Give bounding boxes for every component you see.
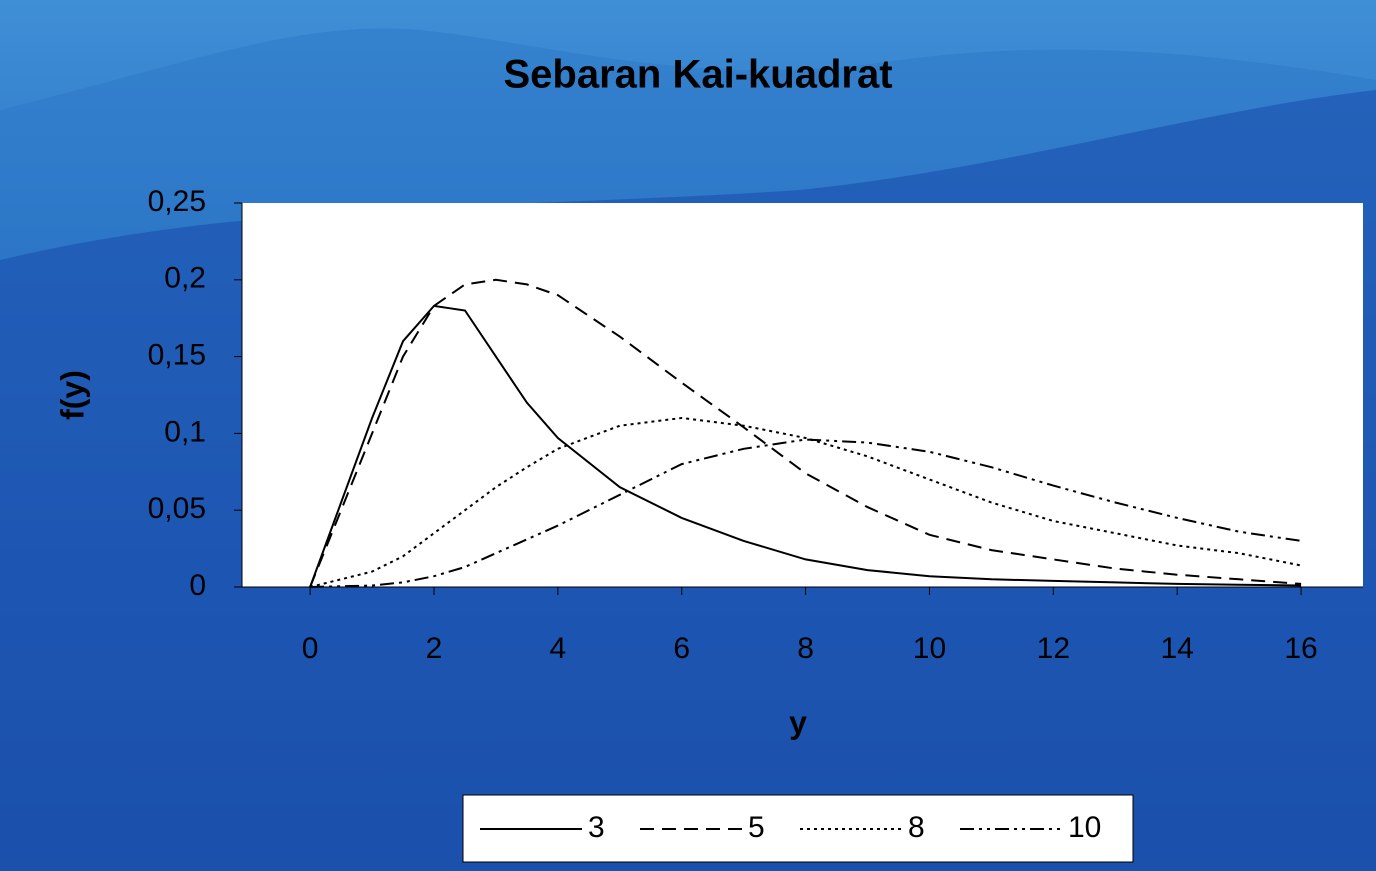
series-line xyxy=(310,438,1302,588)
y-tick-label: 0,25 xyxy=(148,185,206,218)
legend-label: 3 xyxy=(588,811,605,844)
y-axis-label: f(y) xyxy=(54,370,90,420)
x-tick-label: 2 xyxy=(426,632,443,665)
series-line xyxy=(309,278,1302,588)
legend-label: 10 xyxy=(1068,811,1101,844)
plot-area xyxy=(242,203,1363,587)
legend-label: 8 xyxy=(908,811,925,844)
x-tick-label: 6 xyxy=(673,632,690,665)
legend-label: 5 xyxy=(748,811,765,844)
y-tick-label: 0 xyxy=(189,569,206,602)
series-line xyxy=(309,416,1302,588)
chart-title: Sebaran Kai-kuadrat xyxy=(503,53,892,97)
y-tick-label: 0,1 xyxy=(164,415,206,448)
x-tick-label: 16 xyxy=(1284,632,1317,665)
x-tick-label: 10 xyxy=(913,632,946,665)
y-tick-label: 0,05 xyxy=(148,492,206,525)
x-tick-label: 14 xyxy=(1161,632,1194,665)
y-tick-label: 0,15 xyxy=(148,339,206,372)
y-tick-label: 0,2 xyxy=(164,262,206,295)
x-tick-label: 12 xyxy=(1037,632,1070,665)
x-axis-label: y xyxy=(789,704,807,740)
x-tick-label: 8 xyxy=(797,632,814,665)
x-tick-label: 4 xyxy=(550,632,567,665)
series-line xyxy=(309,304,1302,588)
x-tick-label: 0 xyxy=(302,632,319,665)
